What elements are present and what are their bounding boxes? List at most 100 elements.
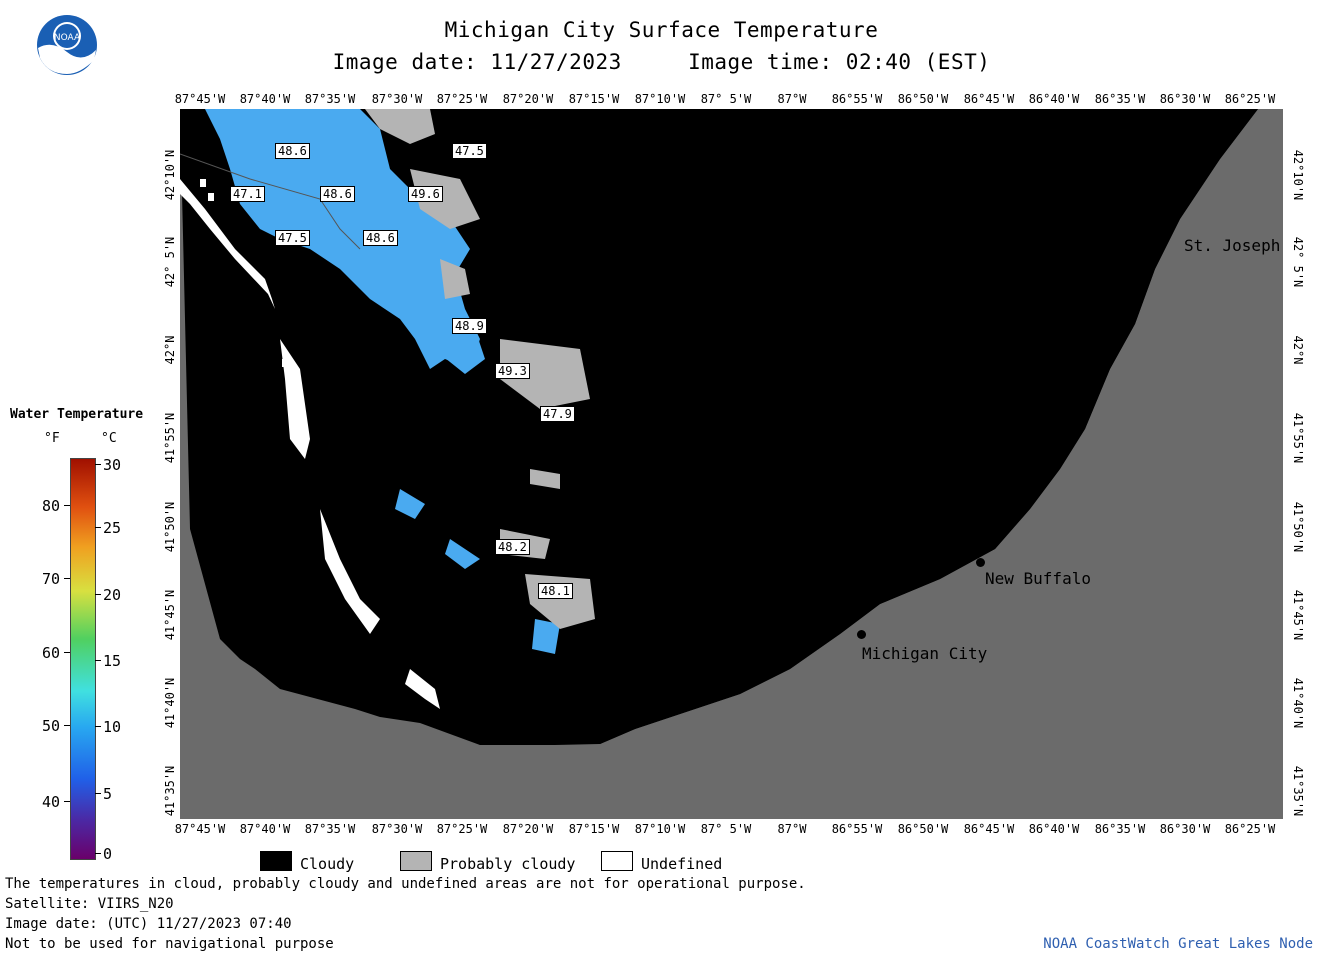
- temperature-value: 47.5: [452, 143, 487, 159]
- latitude-label: 41°35'N: [163, 765, 177, 817]
- longitude-label: 87°35'W: [304, 822, 356, 836]
- land-west: [180, 109, 1283, 819]
- longitude-label: 87°40'W: [239, 822, 291, 836]
- temperature-value: 47.1: [230, 186, 265, 202]
- longitude-label: 87°10'W: [634, 92, 686, 106]
- temperature-value: 48.6: [363, 230, 398, 246]
- temperature-value: 48.6: [275, 143, 310, 159]
- longitude-label: 86°35'W: [1094, 92, 1146, 106]
- longitude-label: 87°40'W: [239, 92, 291, 106]
- latitude-label: 41°45'N: [1291, 589, 1305, 641]
- image-date: Image date: 11/27/2023: [332, 50, 622, 74]
- longitude-label: 86°40'W: [1028, 822, 1080, 836]
- longitude-label: 87°W: [777, 822, 807, 836]
- latitude-label: 41°40'N: [163, 677, 177, 729]
- top-longitude-axis: 87°45'W 87°40'W 87°35'W 87°30'W 87°25'W 87°20…: [0, 92, 1323, 106]
- latitude-label: 42°10'N: [1291, 149, 1305, 201]
- latitude-label: 42° 5'N: [1291, 236, 1305, 288]
- celsius-tick: [95, 793, 101, 794]
- latitude-label: 41°40'N: [1291, 677, 1305, 729]
- longitude-label: 87°W: [777, 92, 807, 106]
- place-chicago: Chicago: [229, 483, 297, 502]
- longitude-label: 87°15'W: [568, 92, 620, 106]
- celsius-tick-label: 20: [103, 586, 122, 604]
- probably-cloudy-swatch: [400, 851, 432, 871]
- latitude-label: 41°35'N: [1291, 765, 1305, 817]
- longitude-label: 87°35'W: [304, 92, 356, 106]
- footer-utc-date: Image date: (UTC) 11/27/2023 07:40: [5, 916, 292, 932]
- new-buffalo-marker: [976, 558, 985, 567]
- fahrenheit-tick: [64, 505, 70, 506]
- celsius-tick-label: 5: [103, 785, 113, 803]
- celsius-tick-label: 25: [103, 519, 122, 537]
- temperature-value: 47.9: [540, 406, 575, 422]
- longitude-label: 86°35'W: [1094, 822, 1146, 836]
- probably-cloudy-label: Probably cloudy: [440, 855, 576, 873]
- footer-navigation-warning: Not to be used for navigational purpose: [5, 936, 334, 952]
- longitude-label: 87°20'W: [502, 92, 554, 106]
- color-bar: [70, 458, 96, 860]
- longitude-label: 86°45'W: [963, 92, 1015, 106]
- chicago-marker: [295, 474, 304, 483]
- latitude-label: 42°N: [1291, 335, 1305, 365]
- longitude-label: 86°55'W: [831, 92, 883, 106]
- noaa-logo: NOAA: [36, 14, 98, 76]
- fahrenheit-tick: [64, 801, 70, 802]
- temperature-value: 49.6: [408, 186, 443, 202]
- celsius-tick: [95, 594, 101, 595]
- longitude-label: 86°25'W: [1224, 822, 1276, 836]
- latitude-label: 41°45'N: [163, 589, 177, 641]
- bottom-longitude-axis: 87°45'W 87°40'W 87°35'W 87°30'W 87°25'W 87°20…: [0, 822, 1323, 836]
- temperature-value: 49.3: [495, 363, 530, 379]
- longitude-label: 86°50'W: [897, 822, 949, 836]
- logo-text: NOAA: [54, 33, 81, 43]
- fahrenheit-tick-label: 40: [41, 793, 60, 811]
- footer-satellite: Satellite: VIIRS_N20: [5, 896, 174, 912]
- celsius-tick: [95, 527, 101, 528]
- undefined-specks: [200, 179, 300, 427]
- latitude-label: 42° 5'N: [163, 236, 177, 288]
- image-date-time: Image date: 11/27/2023 Image time: 02:40…: [0, 50, 1323, 74]
- place-michigan-city: Michigan City: [862, 644, 988, 663]
- longitude-label: 86°40'W: [1028, 92, 1080, 106]
- longitude-label: 87°15'W: [568, 822, 620, 836]
- legend-title: Water Temperature: [10, 407, 144, 422]
- longitude-label: 87°30'W: [371, 92, 423, 106]
- celsius-tick: [95, 726, 101, 727]
- longitude-label: 86°30'W: [1159, 822, 1211, 836]
- probably-cloudy-patches: [365, 109, 595, 629]
- place-st-joseph: St. Joseph: [1184, 236, 1281, 255]
- map-title: Michigan City Surface Temperature: [444, 18, 879, 42]
- longitude-label: 87° 5'W: [700, 92, 752, 106]
- latitude-label: 41°55'N: [163, 412, 177, 464]
- celsius-tick-label: 15: [103, 652, 122, 670]
- michigan-city-marker: [857, 630, 866, 639]
- latitude-label: 41°50'N: [1291, 501, 1305, 553]
- undefined-swatch: [601, 851, 633, 871]
- longitude-label: 86°50'W: [897, 92, 949, 106]
- longitude-label: 87° 5'W: [700, 822, 752, 836]
- place-new-buffalo: New Buffalo: [985, 569, 1091, 588]
- longitude-label: 86°25'W: [1224, 92, 1276, 106]
- cloudy-swatch: [260, 851, 292, 871]
- longitude-label: 86°55'W: [831, 822, 883, 836]
- temperature-value: 48.9: [452, 318, 487, 334]
- latitude-label: 42°10'N: [163, 149, 177, 201]
- unit-fahrenheit: °F: [44, 431, 60, 446]
- fahrenheit-tick-label: 60: [41, 644, 60, 662]
- undefined-label: Undefined: [641, 855, 723, 873]
- temperature-map: [180, 109, 1283, 819]
- longitude-label: 87°45'W: [174, 92, 226, 106]
- unit-celsius: °C: [101, 431, 117, 446]
- celsius-tick-label: 30: [103, 456, 122, 474]
- temperature-value: 48.2: [495, 539, 530, 555]
- celsius-tick-label: 0: [103, 845, 113, 863]
- fahrenheit-tick: [64, 652, 70, 653]
- latitude-label: 41°55'N: [1291, 412, 1305, 464]
- fahrenheit-tick-label: 80: [41, 497, 60, 515]
- water-patch-5: [532, 619, 560, 654]
- longitude-label: 87°30'W: [371, 822, 423, 836]
- fahrenheit-tick: [64, 578, 70, 579]
- fahrenheit-tick-label: 50: [41, 717, 60, 735]
- longitude-label: 87°10'W: [634, 822, 686, 836]
